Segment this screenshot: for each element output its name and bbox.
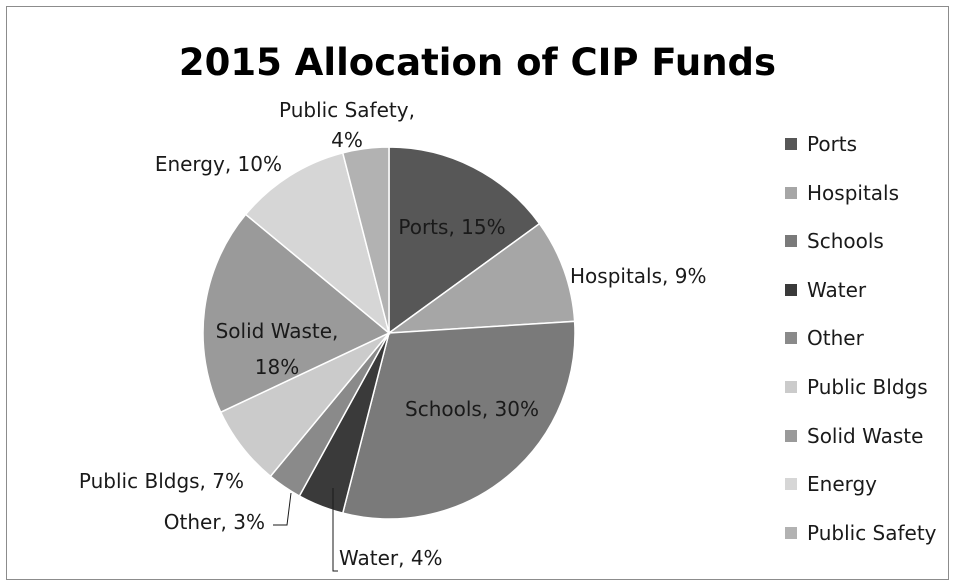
- legend-item-hospitals: Hospitals: [785, 181, 899, 205]
- data-label-solid-waste: Solid Waste, 18%: [216, 319, 339, 379]
- pie-slice-public-safety: [341, 146, 390, 334]
- leader-lines: [273, 488, 338, 572]
- pie-slices: [202, 146, 576, 520]
- legend-item-energy: Energy: [785, 472, 877, 496]
- legend-label: Water: [807, 277, 867, 302]
- legend-label: Schools: [807, 229, 884, 254]
- legend-swatch: [785, 283, 797, 296]
- leader-line-water: [332, 488, 338, 572]
- data-label-public-bldgs: Public Bldgs, 7%: [79, 469, 244, 493]
- legend-item-public-safety: Public Safety: [785, 521, 937, 545]
- legend-item-water: Water: [785, 278, 866, 302]
- legend-swatch: [785, 186, 797, 199]
- legend-swatch: [785, 478, 797, 491]
- pie-chart: Ports, 15% Hospitals, 9% Schools, 30% Water…: [79, 98, 707, 572]
- chart-frame: 2015 Allocation of CIP Funds Ports, 15% H…: [6, 6, 949, 580]
- legend-label: Solid Waste: [807, 423, 924, 448]
- pie-slice-hospitals: [386, 222, 576, 334]
- legend-label: Ports: [807, 132, 858, 156]
- pie-slice-schools: [341, 320, 576, 520]
- pie-slice-solid-waste: [202, 213, 391, 414]
- legend-label: Energy: [807, 472, 878, 497]
- legend-label: Hospitals: [807, 180, 900, 205]
- legend-swatch: [785, 526, 797, 539]
- legend-label: Other: [807, 326, 864, 351]
- data-label-water: Water, 4%: [339, 546, 443, 570]
- pie-slice-energy: [244, 151, 391, 336]
- legend-item-ports: Ports: [785, 132, 857, 156]
- leader-line-other: [273, 492, 292, 526]
- pie-slice-ports: [388, 146, 541, 335]
- legend-label: Public Bldgs: [807, 375, 928, 399]
- legend-swatch: [785, 381, 797, 393]
- data-label-public-safety: Public Safety, 4%: [279, 98, 415, 152]
- data-label-energy: Energy, 10%: [155, 152, 282, 176]
- legend-label: Public Safety: [807, 520, 937, 545]
- legend-swatch: [785, 138, 797, 150]
- data-label-ports: Ports, 15%: [398, 215, 505, 239]
- legend-item-solid-waste: Solid Waste: [785, 424, 923, 448]
- data-label-schools: Schools, 30%: [405, 397, 539, 421]
- chart-title: 2015 Allocation of CIP Funds: [178, 41, 777, 84]
- legend-item-public-bldgs: Public Bldgs: [785, 375, 928, 399]
- legend-item-other: Other: [785, 326, 864, 350]
- legend-swatch: [785, 332, 797, 345]
- data-labels: Ports, 15% Hospitals, 9% Schools, 30% Water…: [79, 98, 707, 570]
- legend-item-schools: Schools: [785, 229, 884, 253]
- data-label-other: Other, 3%: [164, 510, 265, 534]
- legend-swatch: [785, 235, 797, 248]
- legend-swatch: [785, 429, 797, 442]
- data-label-hospitals: Hospitals, 9%: [570, 264, 706, 288]
